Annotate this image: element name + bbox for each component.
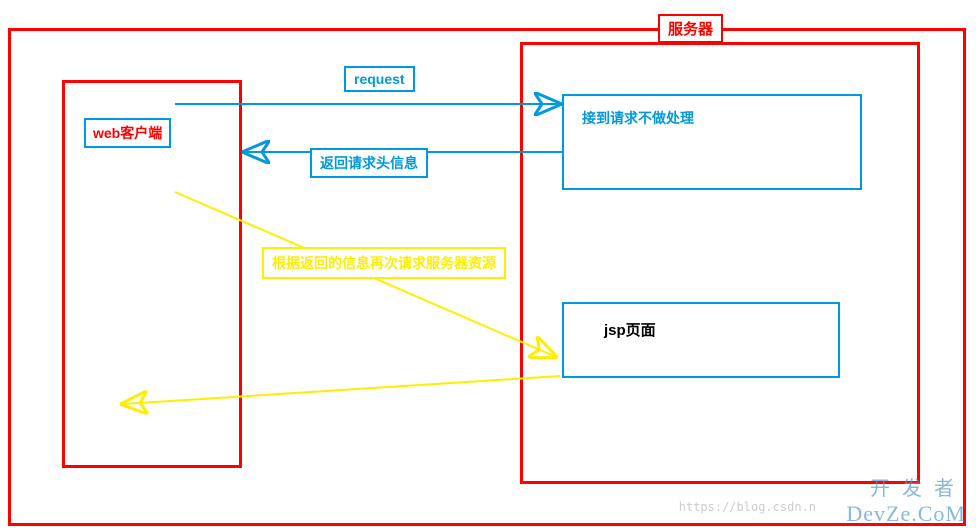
client-label: web客户端	[84, 118, 171, 148]
server-label: 服务器	[658, 14, 723, 43]
client-label-text: web客户端	[93, 125, 162, 141]
yellow-label: 根据返回的信息再次请求服务器资源	[262, 247, 506, 279]
server-label-text: 服务器	[668, 21, 713, 38]
jsp-box: jsp页面	[562, 302, 840, 378]
response-box: 接到请求不做处理	[562, 94, 862, 190]
watermark-url: https://blog.csdn.n	[679, 500, 816, 514]
return-label: 返回请求头信息	[310, 148, 428, 178]
return-label-text: 返回请求头信息	[320, 155, 418, 171]
jsp-text: jsp页面	[564, 304, 838, 355]
watermark-line1: 开发者	[846, 472, 966, 501]
request-label-text: request	[354, 71, 405, 87]
request-label: request	[344, 66, 415, 92]
watermark-line2: DevZe.CoM	[846, 501, 966, 527]
watermark: 开发者 DevZe.CoM	[846, 472, 966, 527]
yellow-label-text: 根据返回的信息再次请求服务器资源	[272, 255, 496, 271]
response-text: 接到请求不做处理	[564, 96, 860, 140]
